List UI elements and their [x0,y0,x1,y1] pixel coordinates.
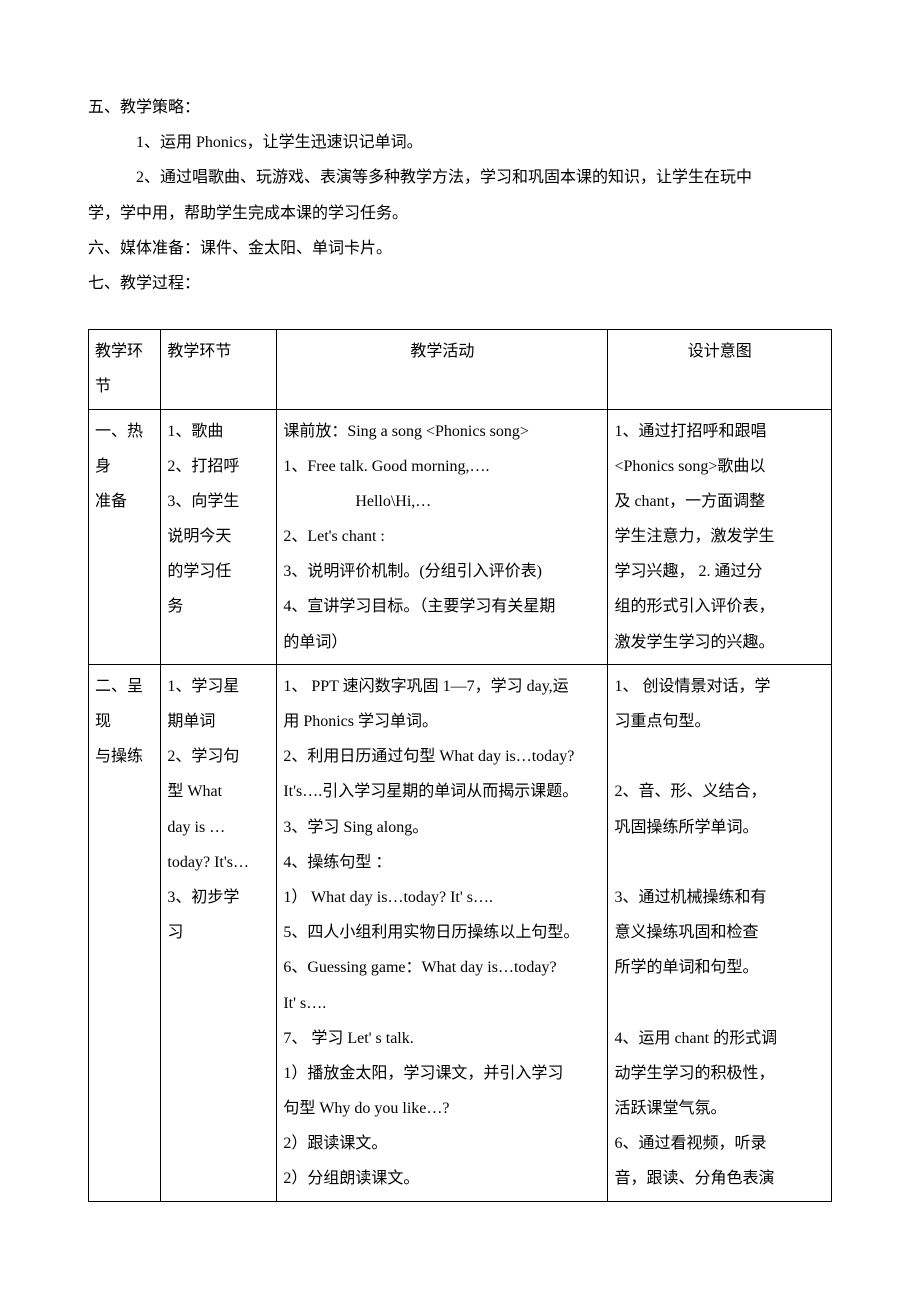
cell-line: 意义操练巩固和检查 [614,915,825,950]
cell-line: 组的形式引入评价表， [614,589,825,624]
intro-line: 2、通过唱歌曲、玩游戏、表演等多种教学方法，学习和巩固本课的知识，让学生在玩中 [88,160,832,195]
cell-line: 1、通过打招呼和跟唱 [614,414,825,449]
cell-line: 3、学习 Sing along。 [283,810,601,845]
cell-line: 1、Free talk. Good morning,…. [283,449,601,484]
cell-line: 2、Let's chant : [283,519,601,554]
cell-line [614,986,825,1021]
cell-line: 4、操练句型 ： [283,845,601,880]
cell-line: 音，跟读、分角色表演 [614,1161,825,1196]
col-header-intent: 设计意图 [608,330,832,409]
cell-line: Hello\Hi,… [283,484,601,519]
cell-line: 用 Phonics 学习单词。 [283,704,601,739]
table-cell-c3: 1、 PPT 速闪数字巩固 1—7，学习 day,运用 Phonics 学习单词… [277,664,608,1201]
cell-line: 一、热身 [95,414,154,484]
table-cell-c4: 1、 创设情景对话，学习重点句型。 2、音、形、义结合，巩固操练所学单词。 3、… [608,664,832,1201]
intro-line: 1、运用 Phonics，让学生迅速识记单词。 [88,125,832,160]
cell-line: day is … [167,810,270,845]
table-header-row: 教学环节 教学环节 教学活动 设计意图 [89,330,832,409]
cell-line: 习重点句型。 [614,704,825,739]
table-cell-c4: 1、通过打招呼和跟唱<Phonics song>歌曲以及 chant，一方面调整… [608,409,832,664]
lesson-plan-table: 教学环节 教学环节 教学活动 设计意图 一、热身准备1、歌曲2、打招呼3、向学生… [88,329,832,1202]
intro-line: 五、教学策略： [88,90,832,125]
cell-line [614,739,825,774]
cell-line: 的单词） [283,625,601,660]
cell-line: 学习兴趣， 2. 通过分 [614,554,825,589]
cell-line: 2、学习句 [167,739,270,774]
cell-line: 型 What [167,774,270,809]
page: 五、教学策略：1、运用 Phonics，让学生迅速识记单词。2、通过唱歌曲、玩游… [0,0,920,1302]
cell-line: 及 chant，一方面调整 [614,484,825,519]
cell-line: 5、四人小组利用实物日历操练以上句型。 [283,915,601,950]
table-cell-c1: 一、热身准备 [89,409,161,664]
cell-line: 1、 PPT 速闪数字巩固 1—7，学习 day,运 [283,669,601,704]
cell-line: It' s…. [283,986,601,1021]
table-row: 二、呈现与操练1、学习星期单词2、学习句型 Whatday is …today?… [89,664,832,1201]
cell-line: 动学生学习的积极性， [614,1056,825,1091]
cell-line: 4、宣讲学习目标。（主要学习有关星期 [283,589,601,624]
cell-line: 2）跟读课文。 [283,1126,601,1161]
cell-line: 3、初步学 [167,880,270,915]
cell-line: It's….引入学习星期的单词从而揭示课题。 [283,774,601,809]
cell-line: 准备 [95,484,154,519]
intro-line: 学，学中用，帮助学生完成本课的学习任务。 [88,196,832,231]
cell-line: 所学的单词和句型。 [614,950,825,985]
cell-line: 句型 Why do you like…? [283,1091,601,1126]
cell-line: 1、 创设情景对话，学 [614,669,825,704]
table-cell-c3: 课前放：Sing a song <Phonics song>1、Free tal… [277,409,608,664]
cell-line: 2、打招呼 [167,449,270,484]
col-header-stage2: 教学环节 [161,330,277,409]
cell-line: 1、歌曲 [167,414,270,449]
cell-line: 6、通过看视频，听录 [614,1126,825,1161]
table-body: 一、热身准备1、歌曲2、打招呼3、向学生说明今天的学习任务课前放：Sing a … [89,409,832,1201]
table-row: 一、热身准备1、歌曲2、打招呼3、向学生说明今天的学习任务课前放：Sing a … [89,409,832,664]
cell-line: 1、学习星 [167,669,270,704]
cell-line: 2）分组朗读课文。 [283,1161,601,1196]
cell-line: 巩固操练所学单词。 [614,810,825,845]
cell-line: 说明今天 [167,519,270,554]
col-header-activity: 教学活动 [277,330,608,409]
cell-line [614,845,825,880]
table-cell-c1: 二、呈现与操练 [89,664,161,1201]
intro-line: 六、媒体准备：课件、金太阳、单词卡片。 [88,231,832,266]
table-cell-c2: 1、学习星期单词2、学习句型 Whatday is …today? It's…3… [161,664,277,1201]
cell-line: 期单词 [167,704,270,739]
cell-line: 二、呈现 [95,669,154,739]
cell-line: 习 [167,915,270,950]
cell-line: 7、 学习 Let' s talk. [283,1021,601,1056]
cell-line: 2、音、形、义结合， [614,774,825,809]
cell-line: 课前放：Sing a song <Phonics song> [283,414,601,449]
cell-line: 3、向学生 [167,484,270,519]
cell-line: 1）播放金太阳，学习课文，并引入学习 [283,1056,601,1091]
cell-line: 4、运用 chant 的形式调 [614,1021,825,1056]
cell-line: <Phonics song>歌曲以 [614,449,825,484]
intro-paragraphs: 五、教学策略：1、运用 Phonics，让学生迅速识记单词。2、通过唱歌曲、玩游… [88,90,832,301]
col-header-stage1: 教学环节 [89,330,161,409]
cell-line: 3、通过机械操练和有 [614,880,825,915]
cell-line: 与操练 [95,739,154,774]
cell-line: 3、说明评价机制。(分组引入评价表) [283,554,601,589]
cell-line: 学生注意力，激发学生 [614,519,825,554]
cell-line: 的学习任 [167,554,270,589]
cell-line: 务 [167,589,270,624]
table-cell-c2: 1、歌曲2、打招呼3、向学生说明今天的学习任务 [161,409,277,664]
cell-line: 6、Guessing game：What day is…today? [283,950,601,985]
cell-line: today? It's… [167,845,270,880]
cell-line: 活跃课堂气氛。 [614,1091,825,1126]
cell-line: 1） What day is…today? It' s…. [283,880,601,915]
cell-line: 2、利用日历通过句型 What day is…today? [283,739,601,774]
cell-line: 激发学生学习的兴趣。 [614,625,825,660]
intro-line: 七、教学过程： [88,266,832,301]
